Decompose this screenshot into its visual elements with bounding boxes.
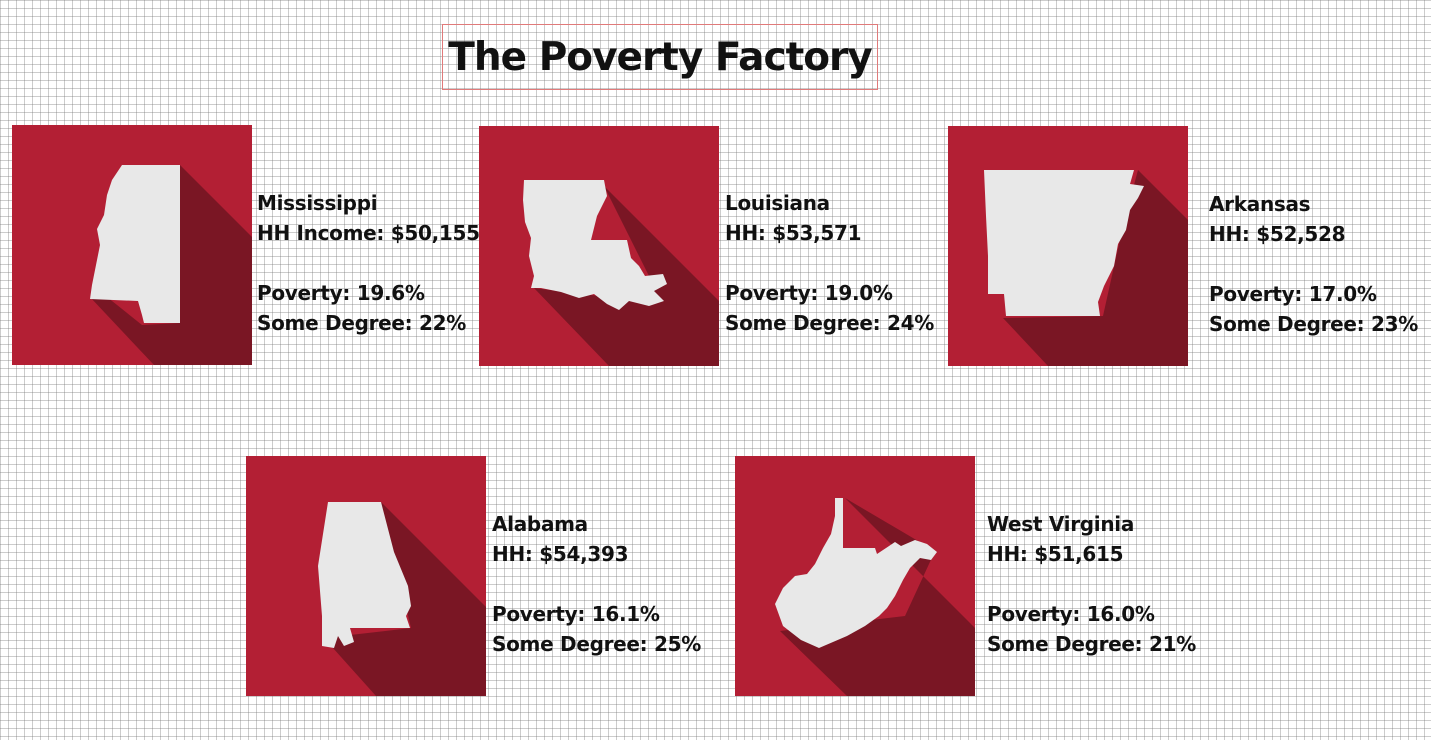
state-income: HH Income: $50,155	[257, 221, 480, 245]
state-income: HH: $54,393	[492, 542, 629, 566]
state-poverty: Poverty: 16.1%	[492, 602, 660, 626]
state-name: Arkansas	[1209, 192, 1311, 216]
state-name: Alabama	[492, 512, 588, 536]
state-name: West Virginia	[987, 512, 1135, 536]
state-poverty: Poverty: 19.0%	[725, 281, 893, 305]
state-name: Mississippi	[257, 191, 378, 215]
page-title: The Poverty Factory	[448, 34, 872, 80]
state-degree: Some Degree: 23%	[1209, 312, 1419, 336]
state-name: Louisiana	[725, 191, 830, 215]
state-degree: Some Degree: 25%	[492, 632, 702, 656]
state-info-arkansas: Arkansas HH: $52,528 Poverty: 17.0% Some…	[1209, 189, 1418, 339]
state-poverty: Poverty: 16.0%	[987, 602, 1155, 626]
alabama-icon	[246, 456, 486, 696]
state-degree: Some Degree: 24%	[725, 311, 935, 335]
arkansas-icon	[948, 126, 1188, 366]
state-degree: Some Degree: 22%	[257, 311, 467, 335]
state-income: HH: $53,571	[725, 221, 862, 245]
state-info-alabama: Alabama HH: $54,393 Poverty: 16.1% Some …	[492, 509, 701, 659]
state-card-arkansas	[948, 126, 1188, 366]
west-virginia-icon	[735, 456, 975, 696]
state-poverty: Poverty: 19.6%	[257, 281, 425, 305]
state-poverty: Poverty: 17.0%	[1209, 282, 1377, 306]
louisiana-icon	[479, 126, 719, 366]
state-card-mississippi	[12, 125, 252, 365]
state-degree: Some Degree: 21%	[987, 632, 1197, 656]
mississippi-icon	[12, 125, 252, 365]
state-income: HH: $51,615	[987, 542, 1124, 566]
state-info-west-virginia: West Virginia HH: $51,615 Poverty: 16.0%…	[987, 509, 1196, 659]
state-card-alabama	[246, 456, 486, 696]
state-income: HH: $52,528	[1209, 222, 1346, 246]
state-info-louisiana: Louisiana HH: $53,571 Poverty: 19.0% Som…	[725, 188, 934, 338]
state-card-louisiana	[479, 126, 719, 366]
title-box: The Poverty Factory	[442, 24, 878, 90]
state-card-west-virginia	[735, 456, 975, 696]
state-info-mississippi: Mississippi HH Income: $50,155 Poverty: …	[257, 188, 480, 338]
